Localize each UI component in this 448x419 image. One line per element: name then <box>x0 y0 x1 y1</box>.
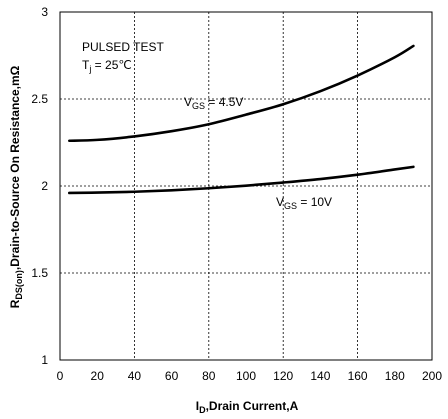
x-tick-label: 20 <box>91 369 105 383</box>
x-axis-title-main: I <box>196 399 199 413</box>
x-axis-title-rest: ,Drain Current,A <box>206 399 299 413</box>
annotation-vgs45-rest: = 4.5V <box>205 95 243 109</box>
x-tick-label: 80 <box>202 369 216 383</box>
annotation-tj-rest: = 25℃ <box>91 58 132 72</box>
annotation-tj-main: T <box>82 58 90 72</box>
y-tick-label: 2.5 <box>31 92 48 106</box>
x-axis-title: ID,Drain Current,A <box>196 399 299 415</box>
y-axis-title-sub: DS(on) <box>14 270 24 300</box>
annotation-vgs45-sub: GS <box>192 101 205 111</box>
y-tick-label: 1.5 <box>31 266 48 280</box>
annotation-pulsed-test: PULSED TEST <box>82 40 164 54</box>
plot-frame <box>59 11 433 361</box>
x-tick-label: 120 <box>273 369 293 383</box>
y-axis-title-rest: ,Drain-to-Source On Resistance,mΩ <box>8 65 22 270</box>
annotation-junction-temp: Tj = 25℃ <box>82 58 132 74</box>
x-tick-label: 100 <box>236 369 256 383</box>
annotation-vgs45-main: V <box>184 95 192 109</box>
x-tick-label: 180 <box>385 369 405 383</box>
x-tick-label: 160 <box>348 369 368 383</box>
y-axis-title-main: R <box>8 299 22 308</box>
series-line-vgs-10v <box>68 165 415 195</box>
x-tick-label: 40 <box>128 369 142 383</box>
x-tick-label: 60 <box>165 369 179 383</box>
annotation-vgs-10v: VGS = 10V <box>276 195 332 211</box>
annotation-tj-sub: j <box>88 64 91 74</box>
x-tick-label: 140 <box>310 369 330 383</box>
y-tick-label: 1 <box>41 353 48 367</box>
y-axis-title: RDS(on),Drain-to-Source On Resistance,mΩ <box>8 65 24 308</box>
x-tick-label: 200 <box>422 369 442 383</box>
x-axis-title-sub: D <box>199 405 206 415</box>
axis-ticks: 1 1.5 2 2.5 3 0 20 40 60 80 100 120 140 160 180 200 <box>31 5 442 383</box>
series-line-vgs-4-5v <box>68 44 415 143</box>
annotation-vgs10-sub: GS <box>284 201 297 211</box>
x-tick-label: 0 <box>57 369 64 383</box>
y-tick-label: 3 <box>41 5 48 19</box>
y-tick-label: 2 <box>41 179 48 193</box>
annotation-vgs10-main: V <box>276 195 284 209</box>
annotation-vgs10-rest: = 10V <box>297 195 332 209</box>
series-group <box>68 44 415 195</box>
annotation-vgs-4-5v: VGS = 4.5V <box>184 95 243 111</box>
grid-lines <box>60 12 432 360</box>
